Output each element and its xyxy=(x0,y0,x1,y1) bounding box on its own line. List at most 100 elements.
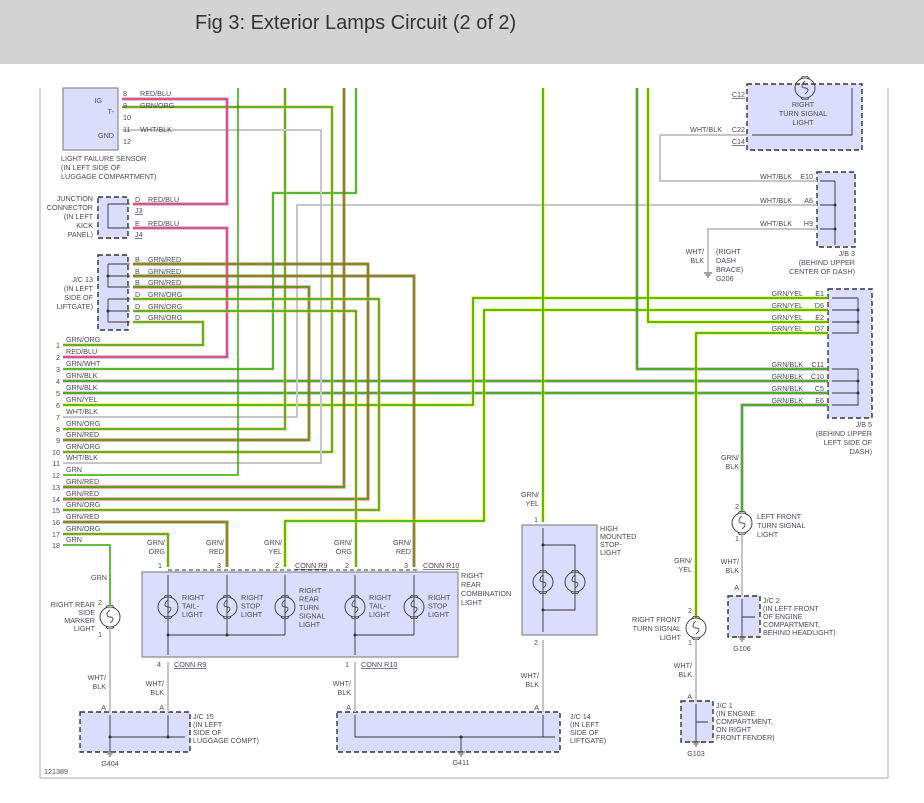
component-label: (BEHIND UPPER xyxy=(799,258,855,267)
ground-location: (RIGHT xyxy=(716,247,741,256)
pin-letter: B xyxy=(135,267,140,276)
jb5-box xyxy=(827,288,873,419)
pin-number: 1 xyxy=(98,630,102,639)
component-label: LUGGAGE COMPARTMENT) xyxy=(61,172,157,181)
row-number: 5 xyxy=(56,389,60,398)
wire-grn-org xyxy=(63,298,380,511)
wire-label: WHT/ xyxy=(686,247,704,256)
pin-id: D6 xyxy=(815,301,824,310)
connector-ref: C14 xyxy=(732,137,745,146)
connector-ref: C12 xyxy=(732,90,745,99)
wire-label: RED xyxy=(396,547,411,556)
wire-label: YEL xyxy=(525,499,539,508)
wire-wht-blk xyxy=(63,129,322,464)
pin-id: A6 xyxy=(804,196,813,205)
component-label: J/C 2 xyxy=(763,596,780,605)
side-marker-bulb-icon xyxy=(99,605,121,629)
connector-ref: CONN R9 xyxy=(295,561,327,570)
pin-number: 12 xyxy=(123,137,131,146)
wire-grn-red xyxy=(63,521,228,567)
figure-header: Fig 3: Exterior Lamps Circuit (2 of 2) xyxy=(0,0,924,64)
wire-label: GRN/YEL xyxy=(771,313,803,322)
component-label: (IN LEFT xyxy=(64,284,94,293)
pin-number: 8 xyxy=(123,89,127,98)
pin-letter: A xyxy=(346,703,351,712)
component-label: SIDE OF xyxy=(64,293,93,302)
component-label: LIGHT xyxy=(74,624,96,633)
ground-icons xyxy=(106,272,746,757)
pin-id: C5 xyxy=(815,384,824,393)
wire-label: GRN/RED xyxy=(148,255,181,264)
wire-label: BLK xyxy=(92,682,106,691)
wire-label: BLK xyxy=(525,680,539,689)
wire-label: GRN/ORG xyxy=(140,101,175,110)
ground-wire-labels: WHT/BLK WHT/BLKWHT/BLKWHT/BLKWHT/BLKWHT/B… xyxy=(88,557,740,697)
bulb-label: LIGHT xyxy=(428,610,450,619)
wire-label: ORG xyxy=(149,547,166,556)
bulb-label: LIGHT xyxy=(241,610,263,619)
connector-ref: J3 xyxy=(135,206,143,215)
component-label: (IN LEFT xyxy=(193,720,223,729)
pin-name: GND xyxy=(98,131,114,140)
pin-id: C11 xyxy=(811,360,824,369)
bulb-label: TAIL- xyxy=(369,602,387,611)
wire-grn-wht xyxy=(63,88,357,370)
pin-letter: A xyxy=(687,692,692,701)
wire-grn-blk-tracer xyxy=(740,403,828,512)
component-label: LEFT SIDE OF xyxy=(824,438,873,447)
bulb-label: TURN xyxy=(299,603,319,612)
component-label: SIDE OF xyxy=(570,728,599,737)
component-label: KICK xyxy=(76,221,93,230)
bulb-labels: RIGHTTAIL-LIGHTRIGHTSTOPLIGHTRIGHTREARTU… xyxy=(182,586,451,629)
component-label: (BEHIND UPPER xyxy=(816,429,872,438)
pin-letter: D xyxy=(135,290,140,299)
wire-label: BLK xyxy=(678,670,692,679)
pin-number: 2 xyxy=(345,561,349,570)
row-wire-label: GRN/RED xyxy=(66,430,99,439)
connector-ref: CONN R9 xyxy=(174,660,206,669)
wire-label: YEL xyxy=(678,565,692,574)
component-label: COMPARTMENT, xyxy=(716,717,773,726)
wire-grn-org xyxy=(63,533,169,567)
row-number: 13 xyxy=(52,483,60,492)
row-number: 14 xyxy=(52,495,60,504)
pin-letter: A xyxy=(101,703,106,712)
wire-red-blu-tracer xyxy=(122,97,229,206)
row-number: 15 xyxy=(52,506,60,515)
component-label: RIGHT FRONT xyxy=(632,615,682,624)
wire-label: GRN/BLK xyxy=(771,384,803,393)
component-label: (IN ENGINE xyxy=(716,709,755,718)
row-wire-label: WHT/BLK xyxy=(66,453,98,462)
wire-label: GRN/ORG xyxy=(148,290,183,299)
wire-label: WHT/BLK xyxy=(690,125,722,134)
connector-ref: CONN R10 xyxy=(361,660,397,669)
row-wire-label: GRN/ORG xyxy=(66,500,101,509)
pin-number: 3 xyxy=(217,561,221,570)
wire-label: GRN/ xyxy=(206,538,224,547)
row-wire-label: GRN/RED xyxy=(66,477,99,486)
pin-number: 9 xyxy=(123,101,127,110)
row-wire-label: GRN/ORG xyxy=(66,524,101,533)
figure-title: Fig 3: Exterior Lamps Circuit (2 of 2) xyxy=(195,12,517,34)
component-label: TURN SIGNAL xyxy=(757,521,805,530)
wire-label: GRN/ xyxy=(147,538,165,547)
component-label: STOP- xyxy=(600,540,622,549)
component-label: HIGH xyxy=(600,524,618,533)
ground-id: G103 xyxy=(687,749,705,758)
wire-red-blu xyxy=(122,98,228,205)
component-label: (IN LEFT FRONT xyxy=(763,604,819,613)
pin-id: E6 xyxy=(815,396,824,405)
jc14-box xyxy=(336,711,561,753)
wire-label: GRN/ xyxy=(674,556,692,565)
pin-number: 3 xyxy=(404,561,408,570)
component-label: CENTER OF DASH) xyxy=(789,267,855,276)
bulb-label: RIGHT xyxy=(241,593,264,602)
component-label: SIDE OF xyxy=(193,728,222,737)
bulb-label: RIGHT xyxy=(299,586,322,595)
wire-wht-blk xyxy=(659,134,817,182)
wire-label: RED xyxy=(209,547,224,556)
pin-id: E10 xyxy=(800,172,813,181)
row-number: 10 xyxy=(52,448,60,457)
light-failure-sensor-box xyxy=(62,87,119,151)
wire-grn-red xyxy=(133,275,415,567)
